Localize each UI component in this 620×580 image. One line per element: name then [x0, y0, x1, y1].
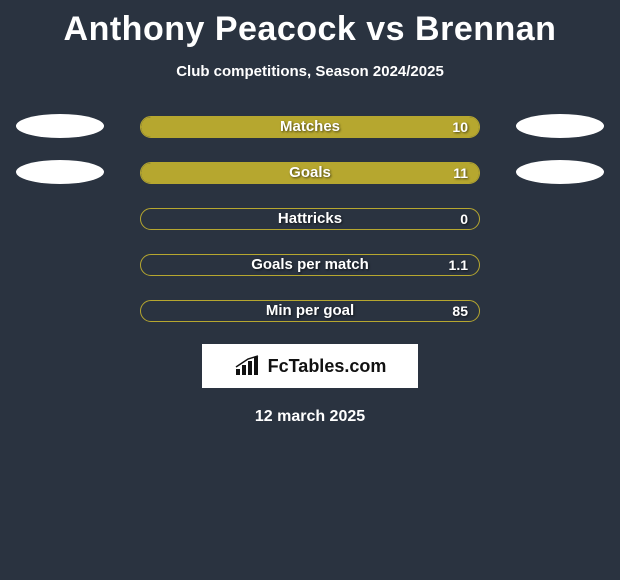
stat-row: Min per goal 85	[0, 298, 620, 324]
chart-bars-icon	[234, 355, 262, 377]
right-ellipse	[516, 114, 604, 138]
bar-fill	[141, 117, 479, 137]
stat-row: Matches 10	[0, 114, 620, 140]
date-text: 12 march 2025	[0, 408, 620, 426]
bar-track	[140, 162, 480, 184]
page-subtitle: Club competitions, Season 2024/2025	[0, 63, 620, 80]
brand-text: FcTables.com	[268, 356, 387, 377]
stats-rows: Matches 10 Goals 11 Hattricks 0 Goals pe…	[0, 114, 620, 324]
page-title: Anthony Peacock vs Brennan	[0, 0, 620, 49]
stat-row: Hattricks 0	[0, 206, 620, 232]
stat-row: Goals per match 1.1	[0, 252, 620, 278]
bar-track	[140, 208, 480, 230]
right-ellipse	[516, 160, 604, 184]
brand-box: FcTables.com	[202, 344, 418, 388]
bar-track	[140, 116, 480, 138]
left-ellipse	[16, 114, 104, 138]
bar-fill	[141, 163, 479, 183]
bar-track	[140, 300, 480, 322]
left-ellipse	[16, 160, 104, 184]
stat-row: Goals 11	[0, 160, 620, 186]
bar-track	[140, 254, 480, 276]
